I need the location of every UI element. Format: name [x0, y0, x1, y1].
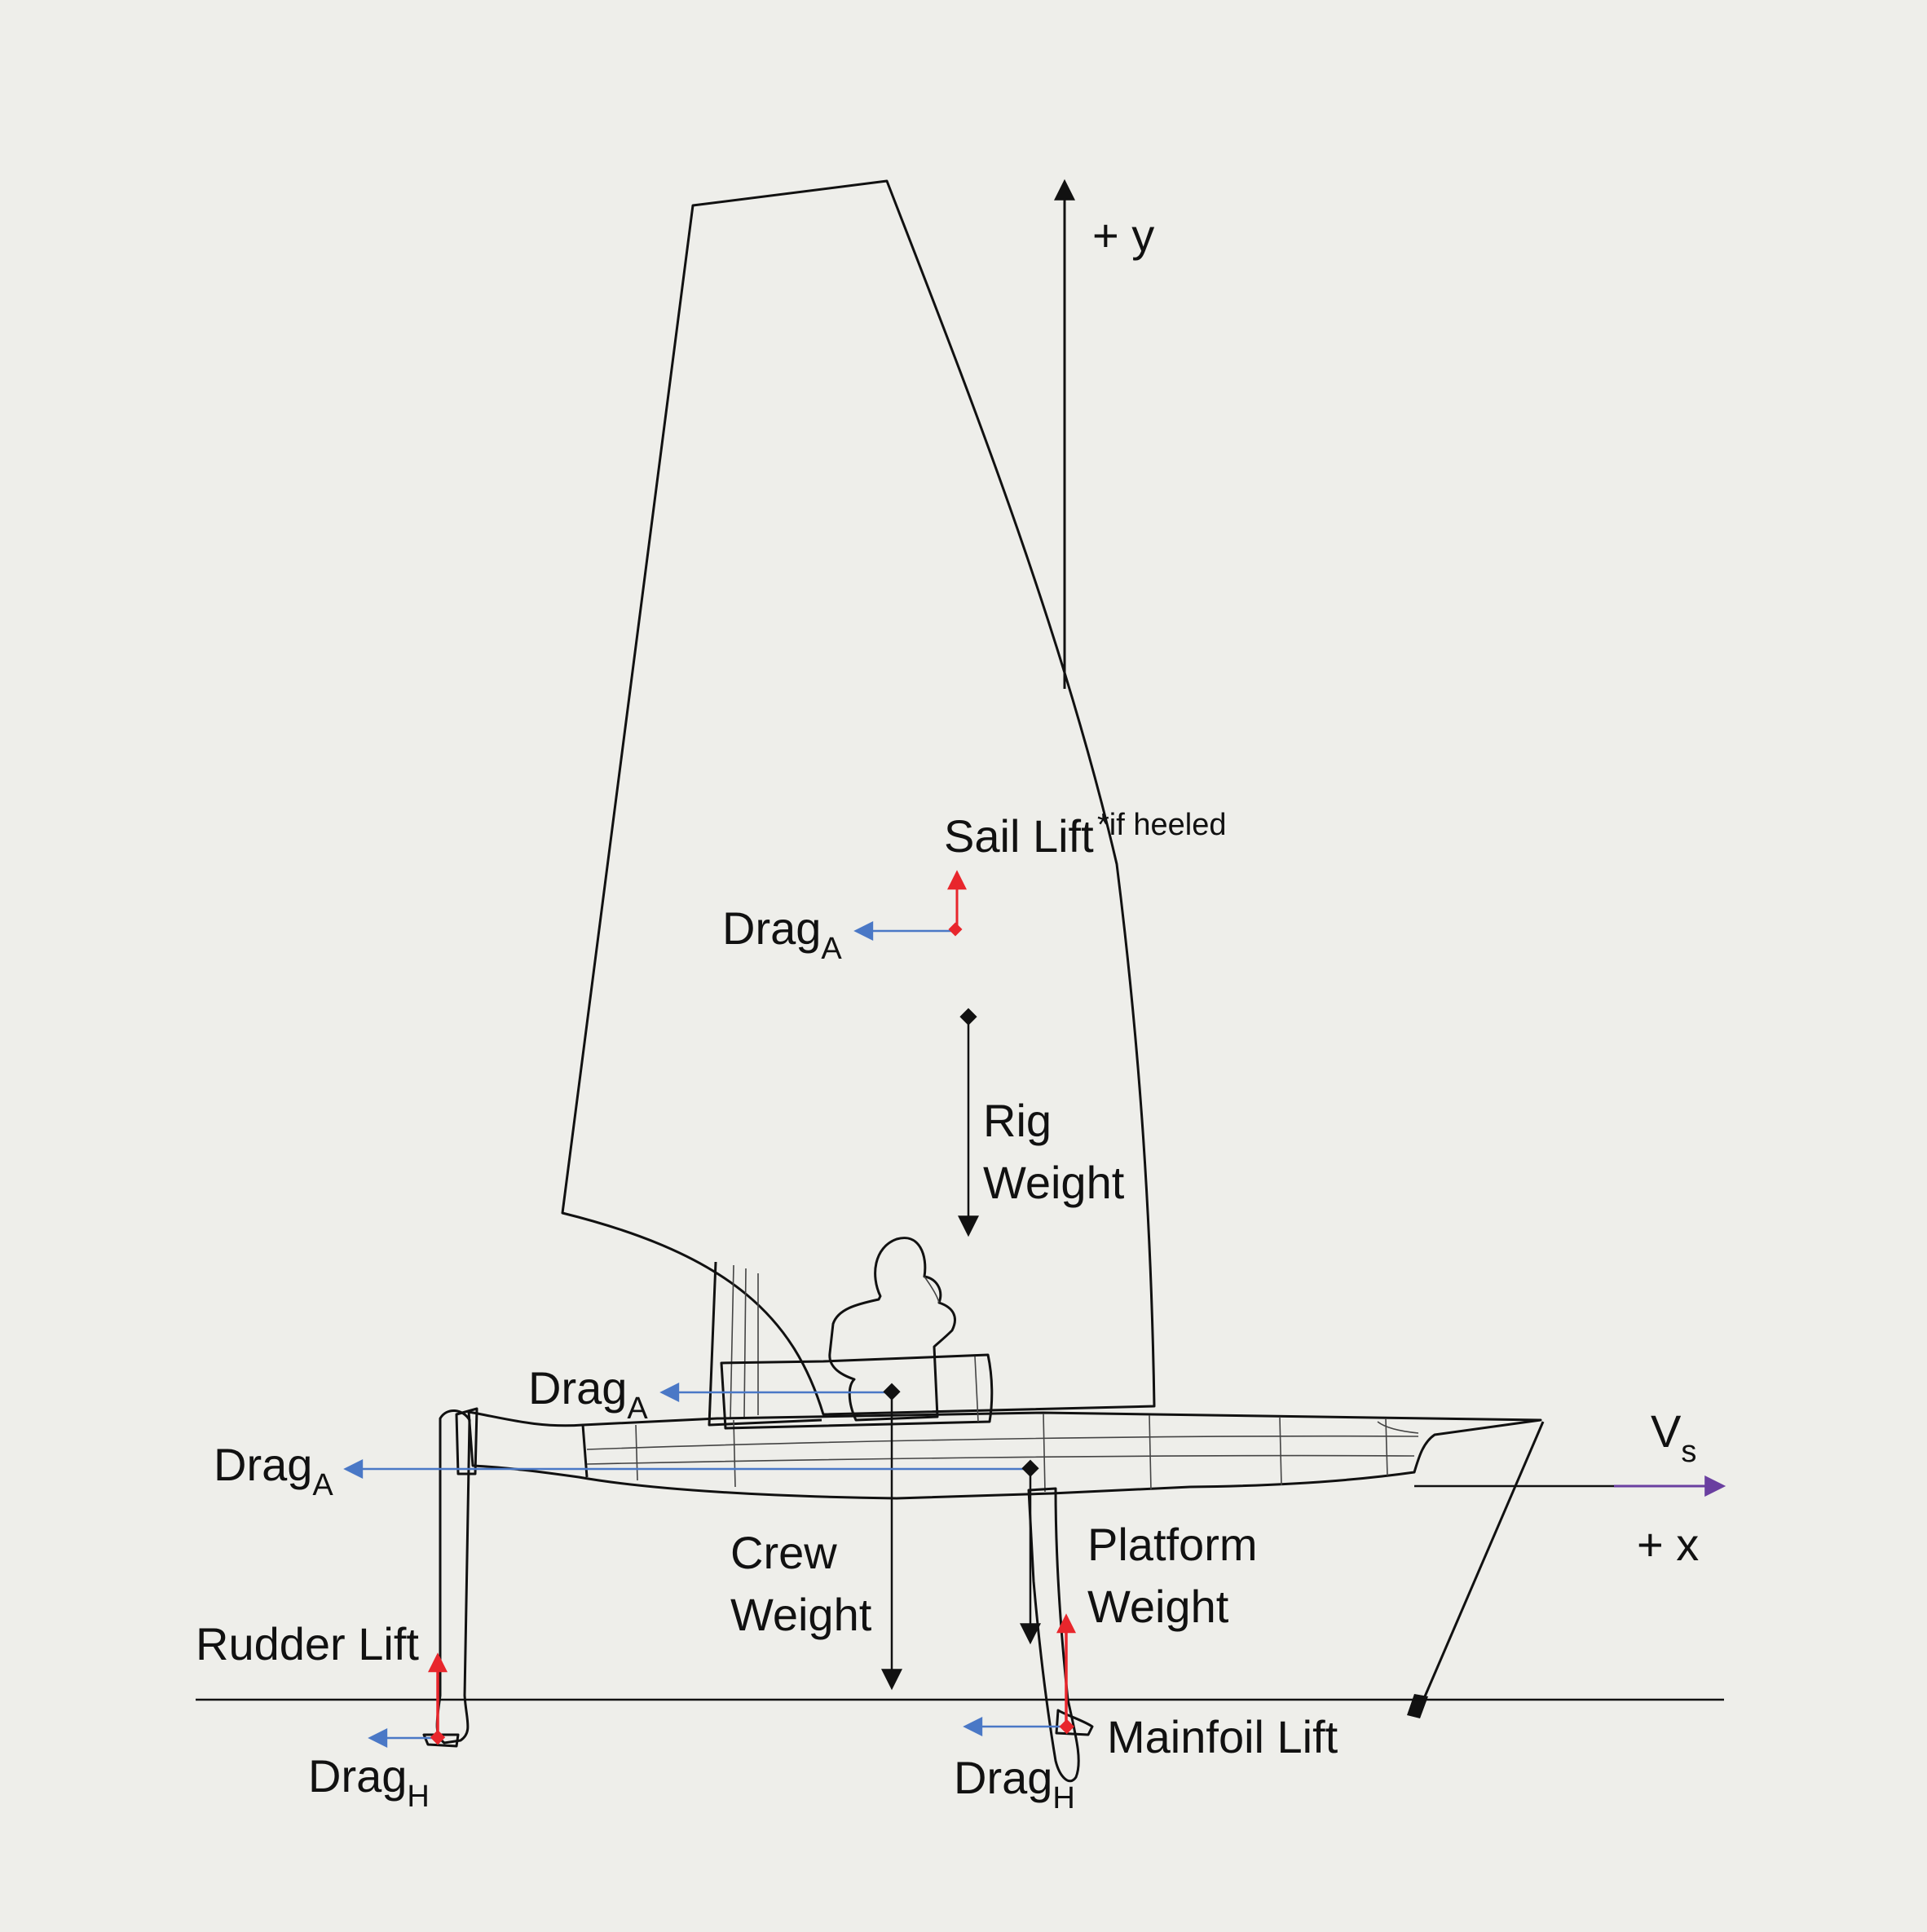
sail-drag-label: DragA [722, 902, 842, 966]
platform-force-group [343, 1459, 1041, 1645]
rudder-drag-base: Drag [308, 1750, 407, 1802]
mainfoil-drag-label: DragH [954, 1752, 1075, 1815]
sail-lift-note: *if heeled [1097, 808, 1226, 842]
crew-center-of-gravity [883, 1383, 901, 1400]
platform-drag-label: DragA [214, 1439, 333, 1502]
platform-drag-base: Drag [214, 1439, 312, 1490]
sail [561, 179, 1156, 1427]
crew-drag-base: Drag [528, 1362, 627, 1414]
sail-drag-subscript: A [821, 932, 842, 966]
crew-weight-label-1: Crew [730, 1527, 837, 1578]
rudder-lift-label: Rudder Lift [196, 1618, 419, 1670]
main-foil [1027, 1487, 1094, 1783]
crew-force-group [659, 1383, 902, 1691]
velocity-symbol: V [1651, 1405, 1682, 1457]
rig-weight-label-1: Rig [983, 1095, 1052, 1146]
mainfoil-lift-label: Mainfoil Lift [1107, 1711, 1338, 1762]
sail-drag-base: Drag [722, 902, 821, 954]
rig-weight-label-2: Weight [983, 1157, 1125, 1208]
sail-center-of-effort [948, 922, 963, 937]
rudder-drag-subscript: H [407, 1780, 429, 1814]
mainfoil-force-group [963, 1613, 1076, 1736]
platform-drag-subscript: A [312, 1468, 333, 1502]
sail-force-group [853, 870, 967, 941]
wand [1407, 1421, 1545, 1718]
mainfoil-center-of-pressure [1059, 1718, 1074, 1735]
crew-figure [828, 1237, 956, 1422]
crew-drag-label: DragA [528, 1362, 648, 1426]
hull [455, 1353, 1542, 1500]
rudder-foil [422, 1409, 471, 1748]
y-axis-label: + y [1092, 210, 1154, 261]
rig-center-of-gravity [959, 1008, 977, 1026]
x-axis-label: + x [1637, 1519, 1699, 1570]
velocity-subscript: s [1681, 1435, 1696, 1469]
crew-weight-label-2: Weight [730, 1589, 872, 1640]
velocity-label: Vs [1651, 1405, 1696, 1469]
crew-drag-subscript: A [627, 1392, 648, 1426]
mainfoil-drag-subscript: H [1052, 1781, 1074, 1815]
platform-weight-label-1: Platform [1087, 1519, 1258, 1570]
platform-weight-label-2: Weight [1087, 1581, 1229, 1632]
mainfoil-drag-base: Drag [954, 1752, 1052, 1803]
sail-lift-label: Sail Lift [944, 810, 1094, 862]
platform-center-of-gravity [1021, 1459, 1039, 1477]
rudder-drag-label: DragH [308, 1750, 430, 1814]
rig-weight-group [958, 1008, 979, 1237]
